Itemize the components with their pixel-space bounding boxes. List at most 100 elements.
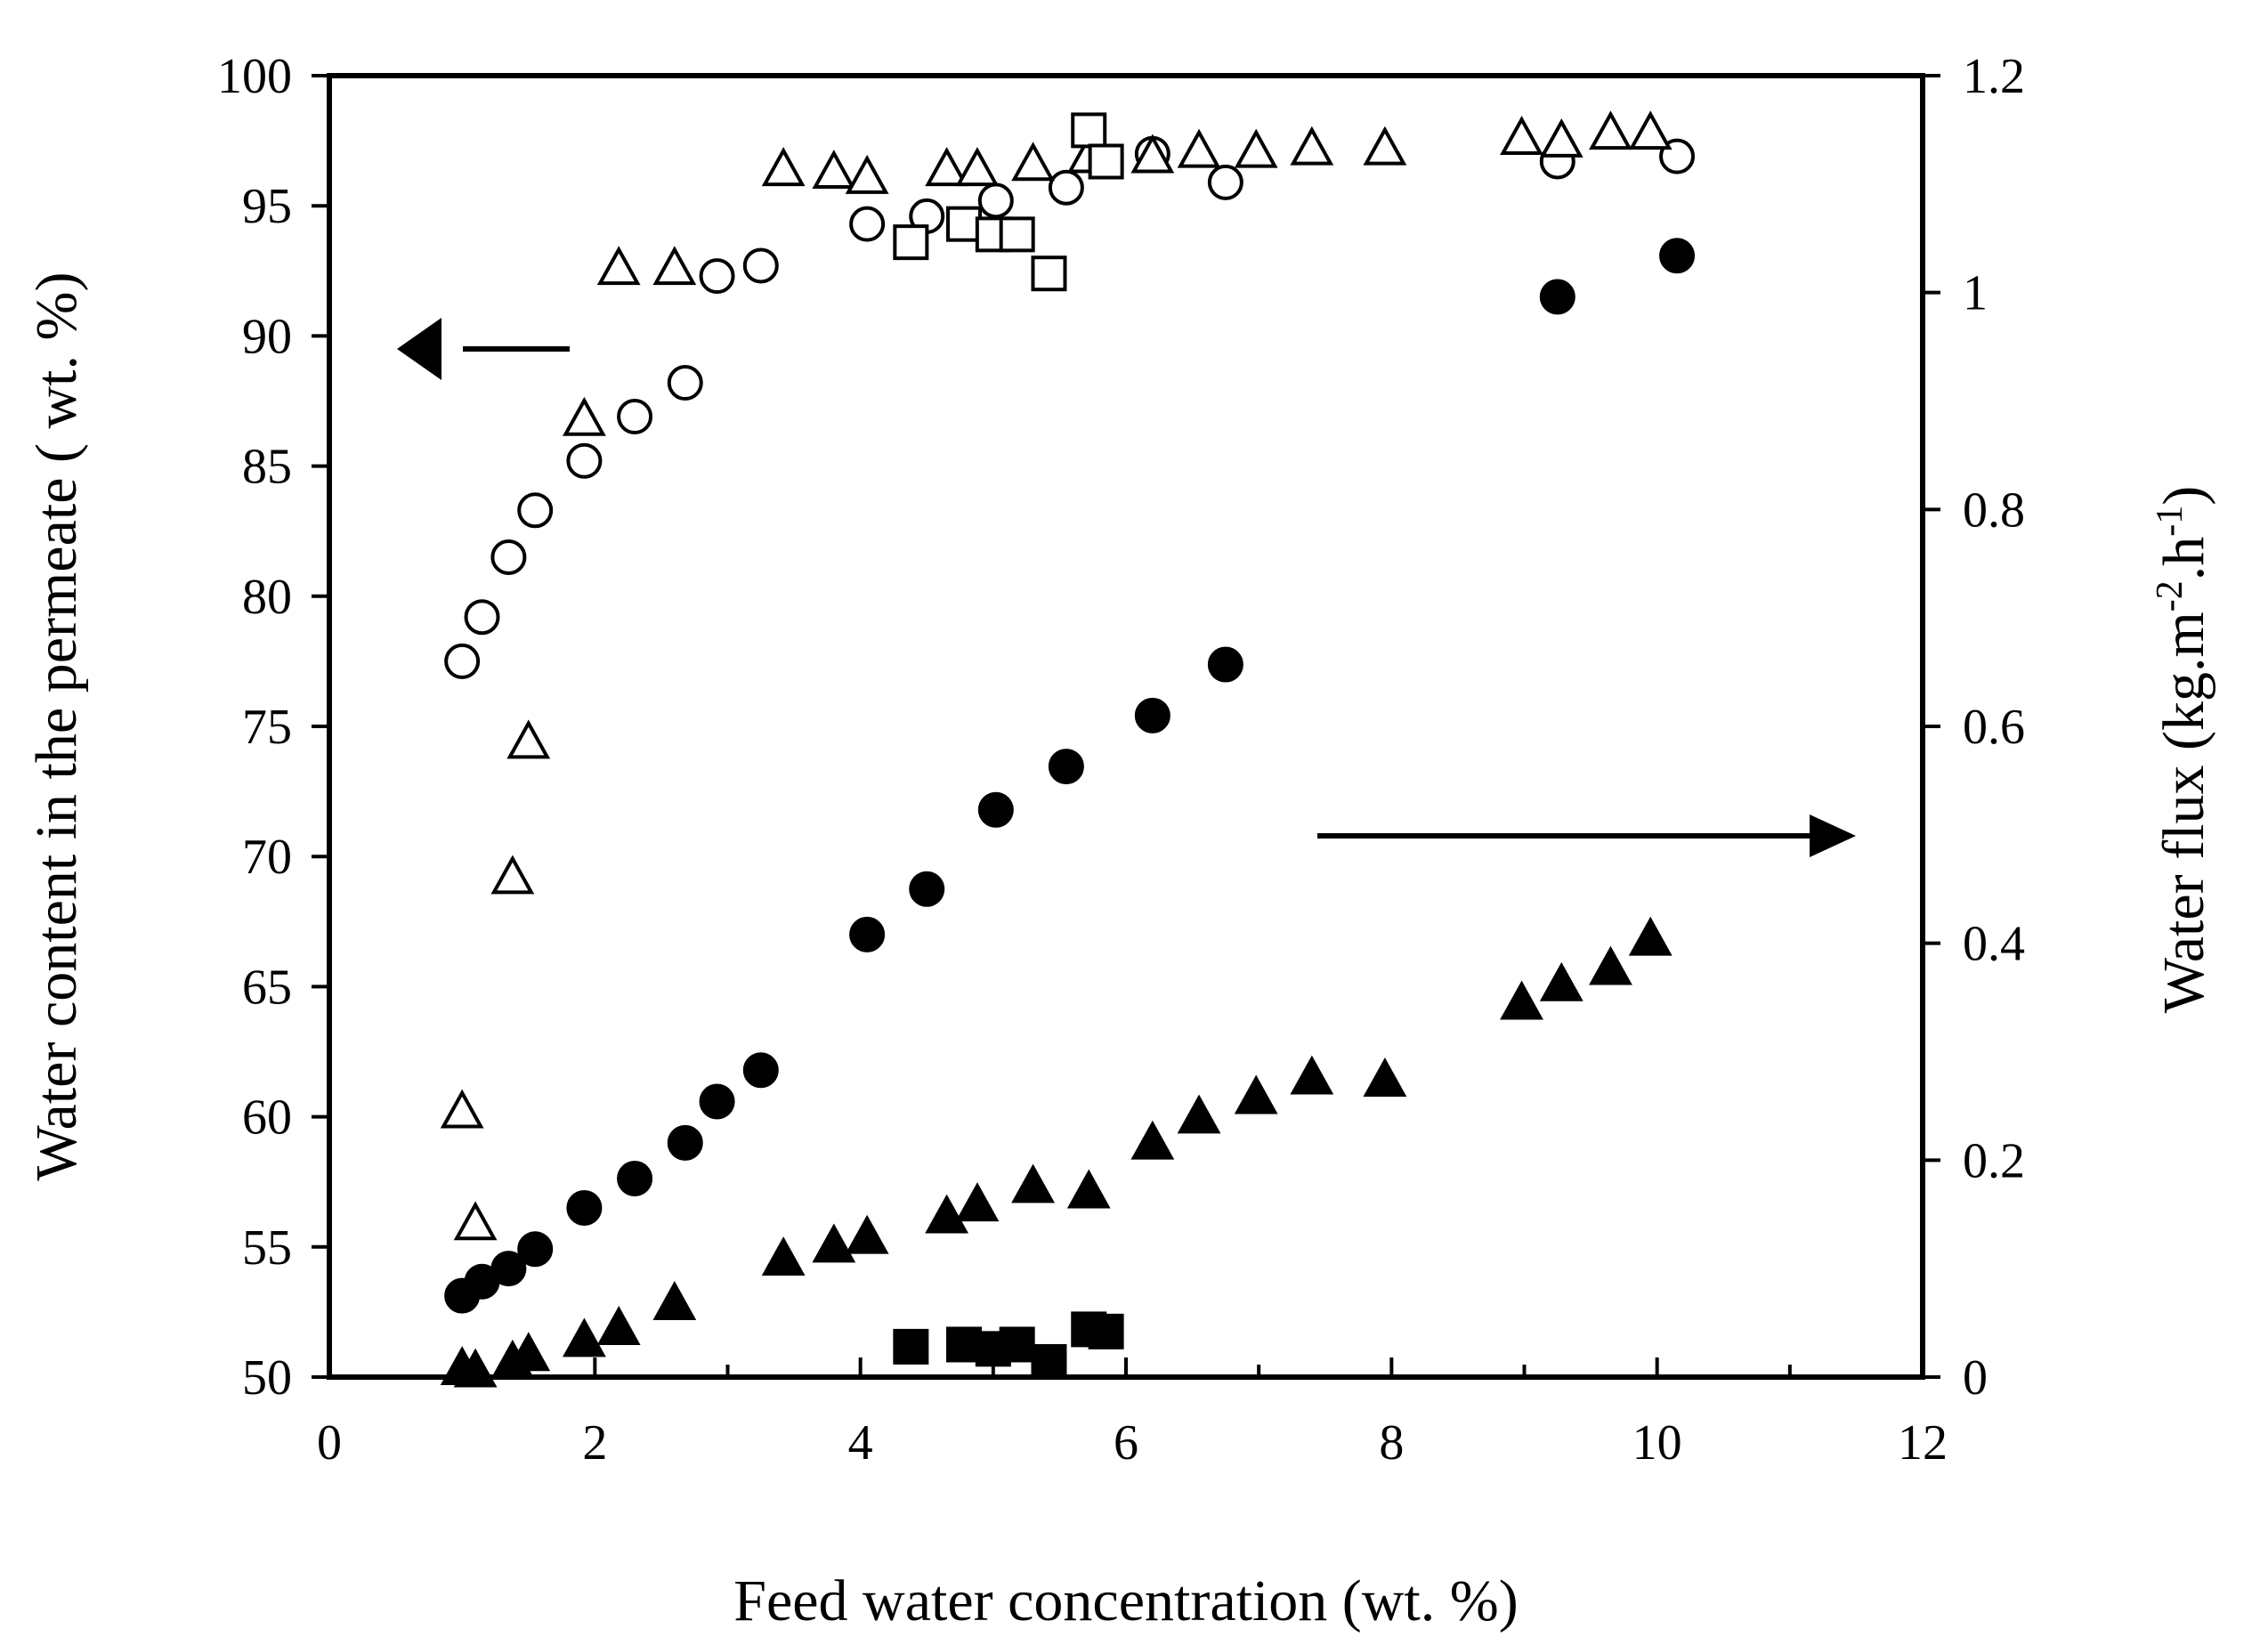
left-y-axis-title: Water content in the permeate ( wt. %) (24, 272, 89, 1181)
filled-circle-point (517, 1231, 554, 1268)
open-triangle-point (652, 246, 697, 286)
filled-triangle-point (563, 1317, 606, 1357)
open-square-point (1071, 112, 1107, 149)
open-triangle-point (1500, 116, 1543, 155)
filled-triangle-point (1500, 980, 1543, 1020)
left-y-tick-label: 70 (242, 830, 292, 885)
open-circle-point (464, 599, 500, 636)
left-y-tick-label: 60 (242, 1090, 292, 1146)
filled-square-point (1088, 1313, 1124, 1349)
filled-circle-point (1134, 697, 1170, 733)
open-circle-point (617, 399, 653, 435)
left-y-tick-label: 80 (242, 570, 292, 625)
right-y-tick-label: 1.2 (1963, 49, 2025, 104)
filled-triangle-point (1066, 1169, 1111, 1209)
open-triangle-point (440, 1089, 484, 1129)
open-circle-point (667, 365, 703, 401)
filled-square-point (893, 1328, 929, 1365)
right-y-tick-label: 0.8 (1963, 482, 2025, 538)
filled-circle-point (699, 1083, 735, 1120)
open-square-point (946, 206, 983, 242)
filled-square-point (1031, 1343, 1067, 1380)
filled-circle-point (1207, 646, 1243, 683)
open-circle-point (566, 442, 603, 479)
left-y-tick-labels: 50 55 60 65 70 75 80 85 90 95 100 (217, 49, 292, 1406)
x-tick-label: 6 (1114, 1415, 1138, 1471)
left-y-tick-label: 50 (242, 1350, 292, 1406)
left-y-tick-label: 55 (242, 1220, 292, 1276)
x-tick-label: 10 (1632, 1415, 1682, 1471)
filled-triangle-point (1628, 916, 1673, 956)
filled-triangle-point (845, 1214, 889, 1254)
filled-triangle-point (1011, 1163, 1055, 1203)
open-triangle-point (453, 1201, 498, 1241)
filled-triangle-point (1290, 1055, 1334, 1095)
filled-circle-point (1659, 238, 1696, 274)
open-circle-point (699, 258, 735, 295)
filled-triangle-point (1130, 1120, 1175, 1160)
right-y-tick-label: 0 (1963, 1350, 1988, 1406)
filled-triangle-point (1539, 961, 1584, 1001)
plot-frame (327, 73, 1925, 1380)
open-triangle-point (761, 147, 806, 187)
open-triangle-point (1011, 142, 1055, 182)
open-triangle-point (1290, 126, 1334, 166)
right-y-tick-label: 0.4 (1963, 917, 2025, 972)
filled-circle-point (490, 1251, 527, 1287)
filled-triangle-point (812, 1223, 856, 1263)
filled-circle-point (1048, 749, 1084, 785)
open-circle-point (517, 492, 554, 529)
x-tick-labels: 0 2 4 6 8 10 12 (317, 1415, 1948, 1471)
left-y-tick-label: 95 (242, 179, 292, 234)
filled-circle-point (566, 1189, 603, 1226)
left-y-tick-label: 90 (242, 309, 292, 364)
filled-triangle-point (1589, 945, 1632, 985)
data-markers (440, 110, 1696, 1388)
open-circle-point (977, 182, 1014, 219)
open-triangle-point (596, 246, 641, 286)
open-triangle-point (1628, 110, 1673, 150)
open-square-point (1031, 255, 1067, 292)
right-y-tick-label: 0.2 (1963, 1133, 2025, 1188)
right-title-end: ) (2151, 486, 2216, 506)
open-triangle-point (925, 147, 969, 187)
open-triangle-point (563, 396, 606, 436)
left-y-tick-label: 75 (242, 700, 292, 755)
filled-triangle-point (1177, 1094, 1221, 1134)
open-triangle-point (1589, 110, 1632, 150)
open-triangle-point (490, 855, 535, 895)
open-square-point (893, 224, 929, 261)
open-circle-point (1207, 164, 1243, 200)
right-y-tick-label: 0.6 (1963, 700, 2025, 755)
open-triangle-point (1130, 134, 1175, 174)
filled-triangle-point (1363, 1058, 1407, 1097)
filled-circle-point (742, 1052, 779, 1089)
x-tick-label: 4 (848, 1415, 873, 1471)
x-tick-label: 12 (1898, 1415, 1948, 1471)
open-circle-point (742, 247, 779, 284)
open-triangle-point (506, 719, 551, 759)
open-circle-point (1048, 169, 1084, 206)
left-y-tick-label: 100 (217, 49, 292, 104)
filled-triangle-point (761, 1236, 806, 1276)
filled-square-point (946, 1326, 983, 1363)
filled-triangle-point (506, 1332, 551, 1372)
filled-circle-point (667, 1124, 703, 1161)
filled-circle-point (617, 1161, 653, 1197)
filled-circle-point (909, 871, 945, 907)
left-y-tick-label: 65 (242, 960, 292, 1015)
left-axis-arrow (397, 318, 570, 380)
right-y-tick-label: 1 (1963, 266, 1988, 321)
open-square-point (999, 216, 1035, 253)
filled-square-point (999, 1326, 1035, 1363)
filled-triangle-point (925, 1194, 969, 1234)
filled-circle-point (977, 791, 1014, 828)
right-title-base: Water flux (kg.m (2151, 612, 2216, 1013)
left-y-tick-label: 85 (242, 440, 292, 495)
filled-circle-point (1539, 279, 1575, 315)
open-circle-point (444, 643, 481, 679)
x-tick-label: 0 (317, 1415, 342, 1471)
open-triangle-point (1177, 128, 1221, 168)
open-triangle-point (1234, 128, 1278, 168)
